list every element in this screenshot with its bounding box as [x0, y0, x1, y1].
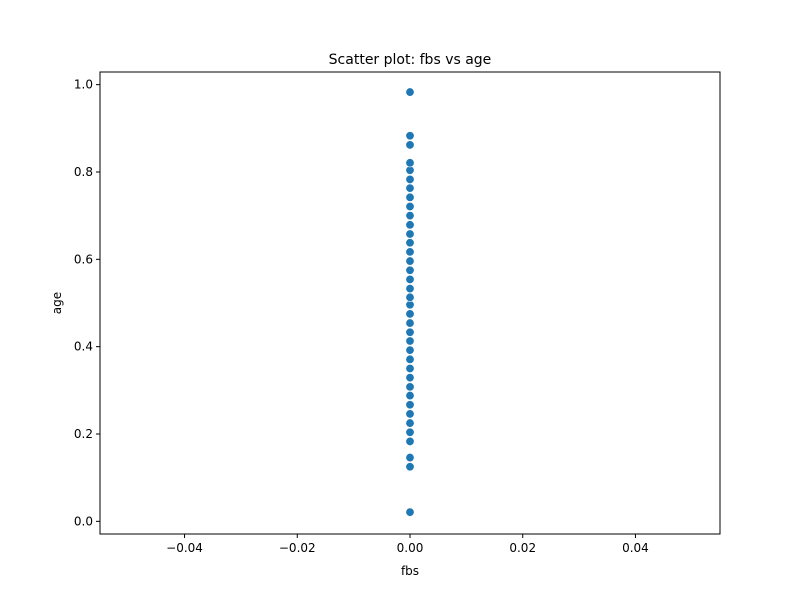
y-tick-label-1: 0.2	[74, 427, 93, 441]
scatter-point-11	[405, 364, 415, 374]
y-tick-label-0: 0.0	[74, 514, 93, 528]
y-axis-ticks: 0.0 0.2 0.4 0.6 0.8 1.0	[74, 78, 100, 528]
scatter-point-27	[405, 220, 415, 230]
scatter-point-16	[405, 318, 415, 328]
chart-title: Scatter plot: fbs vs age	[329, 52, 492, 68]
scatter-point-6	[405, 409, 415, 419]
x-tick-label-0: −0.04	[166, 541, 203, 555]
scatter-point-0	[405, 507, 415, 517]
scatter-point-15	[405, 327, 415, 337]
x-tick-label-1: −0.02	[279, 541, 316, 555]
scatter-point-10	[405, 373, 415, 383]
scatter-point-4	[405, 427, 415, 437]
x-tick-label-2: 0.00	[397, 541, 424, 555]
scatter-point-3	[405, 436, 415, 446]
y-tick-label-3: 0.6	[74, 252, 93, 266]
scatter-point-22	[405, 265, 415, 275]
scatter-point-29	[405, 201, 415, 211]
scatter-points	[405, 87, 415, 517]
scatter-point-2	[405, 453, 415, 463]
scatter-point-20	[405, 284, 415, 294]
scatter-point-8	[405, 391, 415, 401]
scatter-point-26	[405, 229, 415, 239]
scatter-point-7	[405, 400, 415, 410]
y-tick-label-2: 0.4	[74, 340, 93, 354]
scatter-point-36	[405, 131, 415, 141]
scatter-point-21	[405, 274, 415, 284]
scatter-point-23	[405, 256, 415, 266]
y-axis-label: age	[50, 292, 64, 314]
x-axis-ticks: −0.04 −0.02 0.00 0.02 0.04	[166, 534, 649, 555]
scatter-point-19	[405, 292, 415, 302]
y-tick-label-4: 0.8	[74, 165, 93, 179]
scatter-point-1	[405, 462, 415, 472]
scatter-point-12	[405, 354, 415, 364]
scatter-point-37	[405, 87, 415, 97]
scatter-point-5	[405, 418, 415, 428]
scatter-point-31	[405, 183, 415, 193]
scatter-point-28	[405, 211, 415, 221]
scatter-point-14	[405, 336, 415, 346]
scatter-point-13	[405, 345, 415, 355]
x-axis-label: fbs	[401, 564, 419, 578]
scatter-point-35	[405, 140, 415, 150]
scatter-point-25	[405, 238, 415, 248]
scatter-point-24	[405, 247, 415, 257]
scatter-point-30	[405, 192, 415, 202]
scatter-point-9	[405, 382, 415, 392]
x-tick-label-3: 0.02	[509, 541, 536, 555]
x-tick-label-4: 0.04	[622, 541, 649, 555]
scatter-point-34	[405, 158, 415, 168]
scatter-point-17	[405, 309, 415, 319]
y-tick-label-5: 1.0	[74, 78, 93, 92]
scatter-point-32	[405, 174, 415, 184]
